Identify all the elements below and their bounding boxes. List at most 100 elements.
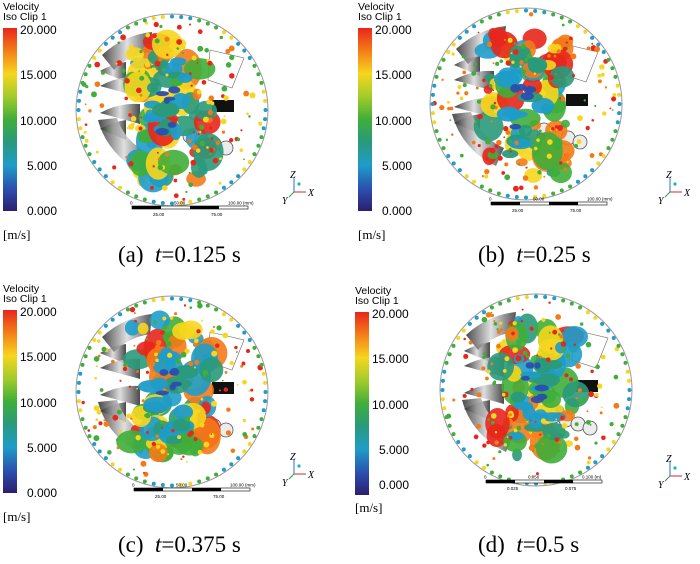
colorbar-tick: 20.000 bbox=[372, 307, 409, 321]
shaft-block bbox=[212, 382, 234, 394]
velocity-speck bbox=[181, 44, 186, 50]
velocity-speck bbox=[546, 153, 552, 159]
velocity-contour bbox=[152, 102, 180, 118]
velocity-speck bbox=[243, 90, 250, 97]
velocity-contour bbox=[508, 138, 532, 150]
velocity-speck bbox=[598, 79, 602, 84]
wall-velocity-dot bbox=[498, 301, 503, 306]
velocity-speck bbox=[586, 460, 591, 465]
velocity-speck bbox=[552, 329, 558, 335]
velocity-speck bbox=[439, 104, 445, 111]
velocity-speck bbox=[550, 126, 555, 131]
velocity-speck bbox=[241, 361, 246, 366]
wall-velocity-dot bbox=[261, 126, 266, 131]
velocity-speck bbox=[187, 432, 192, 438]
velocity-speck bbox=[495, 79, 499, 83]
colorbar-tick: 10.000 bbox=[375, 114, 412, 128]
velocity-speck bbox=[153, 320, 158, 324]
velocity-speck bbox=[192, 131, 195, 134]
velocity-speck bbox=[206, 146, 209, 149]
velocity-speck bbox=[201, 80, 207, 85]
wall-velocity-dot bbox=[92, 56, 97, 61]
wall-velocity-dot bbox=[134, 303, 139, 308]
wall-velocity-dot bbox=[601, 153, 606, 158]
wall-velocity-dot bbox=[256, 143, 261, 148]
wall-velocity-dot bbox=[464, 29, 469, 34]
wall-velocity-dot bbox=[125, 472, 130, 477]
velocity-speck bbox=[573, 436, 579, 442]
velocity-speck bbox=[94, 376, 97, 380]
velocity-speck bbox=[447, 100, 450, 104]
velocity-speck bbox=[470, 387, 474, 392]
velocity-speck bbox=[560, 96, 566, 102]
velocity-speck bbox=[529, 419, 532, 422]
velocity-speck bbox=[502, 339, 506, 343]
wall-velocity-dot bbox=[561, 298, 566, 303]
wall-velocity-dot bbox=[498, 474, 503, 479]
velocity-speck bbox=[203, 374, 206, 377]
y-axis-arrow bbox=[288, 191, 295, 198]
wall-velocity-dot bbox=[611, 336, 616, 341]
velocity-speck bbox=[533, 150, 540, 156]
wall-velocity-dot bbox=[569, 301, 574, 306]
velocity-speck bbox=[87, 429, 91, 432]
wall-velocity-dot bbox=[261, 89, 266, 94]
velocity-speck bbox=[234, 345, 238, 350]
velocity-speck bbox=[236, 137, 241, 142]
velocity-speck bbox=[575, 396, 578, 400]
velocity-speck bbox=[145, 370, 150, 374]
velocity-speck bbox=[132, 468, 136, 471]
wall-velocity-dot bbox=[551, 12, 556, 17]
velocity-speck bbox=[133, 344, 136, 347]
wall-velocity-dot bbox=[78, 126, 83, 131]
velocity-speck bbox=[250, 388, 254, 392]
wall-velocity-dot bbox=[482, 465, 487, 470]
velocity-contour bbox=[507, 68, 523, 85]
velocity-speck bbox=[494, 144, 499, 149]
wall-velocity-dot bbox=[252, 152, 257, 157]
wall-velocity-dot bbox=[551, 191, 556, 196]
velocity-speck bbox=[242, 379, 247, 385]
wall-velocity-dot bbox=[76, 108, 81, 112]
velocity-speck bbox=[211, 350, 218, 357]
colorbar-tick: 5.000 bbox=[379, 443, 410, 457]
velocity-speck bbox=[599, 64, 605, 70]
velocity-speck bbox=[161, 67, 166, 72]
velocity-speck bbox=[194, 366, 196, 369]
wall-velocity-dot bbox=[76, 117, 81, 122]
velocity-speck bbox=[207, 109, 213, 116]
colorbar-tick: 20.000 bbox=[20, 23, 57, 37]
velocity-speck bbox=[476, 392, 482, 398]
velocity-speck bbox=[511, 331, 515, 336]
wall-velocity-dot bbox=[214, 307, 219, 312]
wall-velocity-dot bbox=[134, 21, 139, 26]
z-axis-label: Z bbox=[290, 170, 296, 181]
velocity-speck bbox=[197, 45, 204, 52]
impeller-blade bbox=[100, 385, 140, 406]
velocity-speck bbox=[482, 78, 486, 83]
velocity-speck bbox=[129, 110, 132, 113]
velocity-speck bbox=[536, 138, 540, 142]
velocity-contour bbox=[170, 57, 187, 67]
wall-velocity-dot bbox=[585, 465, 590, 470]
velocity-speck bbox=[165, 73, 169, 77]
velocity-speck bbox=[494, 431, 498, 434]
velocity-speck bbox=[521, 69, 527, 75]
scale-bar: 0 50.00 100.00 (mm) 25.00 75.00 bbox=[130, 201, 254, 218]
wall-velocity-dot bbox=[456, 439, 461, 444]
velocity-speck bbox=[511, 60, 515, 64]
wall-velocity-dot bbox=[236, 41, 241, 46]
scale-bar-segment bbox=[132, 206, 161, 209]
velocity-speck bbox=[504, 356, 510, 362]
wall-velocity-dot bbox=[97, 167, 102, 172]
wall-velocity-dot bbox=[103, 174, 108, 179]
wall-velocity-dot bbox=[437, 137, 442, 142]
wall-velocity-dot bbox=[575, 179, 580, 184]
wall-velocity-dot bbox=[170, 14, 174, 19]
velocity-speck bbox=[194, 359, 200, 365]
velocity-speck bbox=[530, 475, 533, 478]
velocity-speck bbox=[601, 435, 606, 441]
legend-subtitle: Iso Clip 1 bbox=[355, 295, 399, 307]
wall-velocity-dot bbox=[242, 167, 247, 172]
impeller-blade bbox=[454, 56, 480, 76]
